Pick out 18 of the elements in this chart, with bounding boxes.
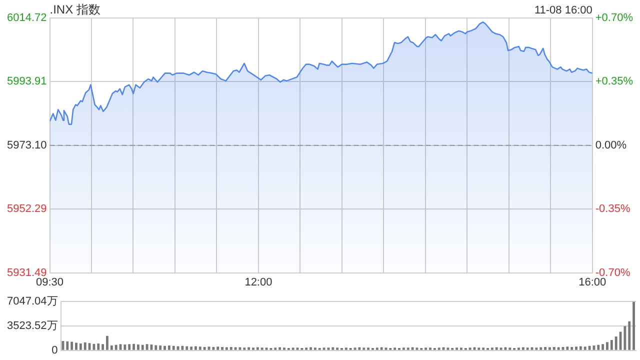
y2-tick-label: +0.35% — [595, 76, 634, 88]
x-tick-label: 09:30 — [36, 276, 64, 288]
y-tick-label: 7047.04万 — [6, 296, 58, 308]
chart-title: .INX 指数 — [50, 2, 100, 16]
y2-tick-label: +0.70% — [595, 12, 634, 24]
x-tick-label: 16:00 — [578, 276, 606, 288]
y-tick-label: 5952.29 — [6, 203, 47, 216]
y-tick-label: 5931.49 — [6, 266, 47, 279]
text: 11-08 16:00 — [534, 4, 592, 17]
y2-tick-label: -0.35% — [595, 203, 630, 216]
y-tick-label: 3523.52万 — [6, 320, 58, 332]
y2-tick-label: 0.00% — [595, 139, 627, 152]
y-tick-label: 5973.10 — [6, 139, 47, 152]
y-tick-label: 0 — [52, 344, 58, 356]
y-tick-label: 6014.72 — [6, 12, 47, 24]
x-tick-label: 12:00 — [244, 276, 272, 288]
y-tick-label: 5993.91 — [6, 76, 47, 88]
y2-tick-label: -0.70% — [595, 266, 630, 279]
